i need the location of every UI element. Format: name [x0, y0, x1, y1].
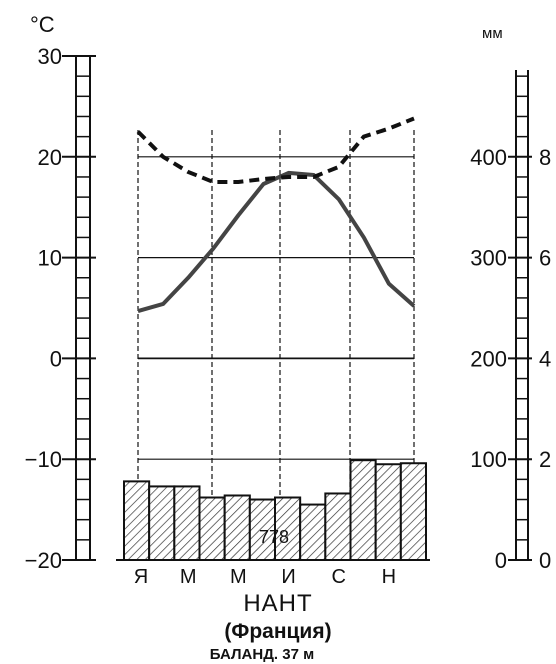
- temp-tick-label: 10: [38, 246, 62, 271]
- precip-tick-label: 0: [495, 548, 507, 573]
- precipitation-bar: [399, 462, 428, 561]
- precipitation-bar: [374, 463, 402, 561]
- extra-tick-label: 8: [539, 145, 551, 170]
- month-label: М: [230, 566, 247, 588]
- month-label: И: [281, 566, 295, 588]
- extra-tick-label: 6: [539, 246, 551, 271]
- precipitation-scale: 400 300 200 100 0 8 6 4 2 0: [470, 70, 551, 573]
- precipitation-bar: [349, 459, 377, 562]
- precip-unit-label: мм: [482, 25, 503, 42]
- month-label: Я: [134, 566, 148, 588]
- precipitation-bar: [223, 494, 251, 562]
- temp-tick-label: 30: [38, 44, 62, 69]
- temp-tick-label: 0: [50, 346, 62, 371]
- station-altitude: БАЛАНД. 37 м: [210, 646, 314, 663]
- precipitation-bar: [173, 485, 201, 561]
- temperature-curve: [137, 170, 416, 313]
- extra-tick-label: 4: [539, 346, 551, 371]
- temp-tick-label: −20: [25, 548, 62, 573]
- curves: [136, 116, 416, 313]
- precipitation-bar: [148, 485, 176, 561]
- precipitation-bar: [324, 492, 352, 561]
- extra-tick-label: 0: [539, 548, 551, 573]
- precip-tick-label: 100: [470, 447, 507, 472]
- precipitation-bar: [198, 496, 226, 561]
- precipitation-bar: [248, 498, 276, 561]
- temperature-scale: 30 20 10 0 −10 −20: [25, 44, 96, 573]
- precipitation-curve: [136, 116, 415, 184]
- precipitation-bar: [299, 503, 327, 561]
- month-label: С: [332, 566, 346, 588]
- precip-tick-label: 200: [470, 346, 507, 371]
- temp-tick-label: −10: [25, 447, 62, 472]
- month-label: М: [180, 566, 197, 588]
- extra-tick-label: 2: [539, 447, 551, 472]
- temp-tick-label: 20: [38, 145, 62, 170]
- month-label: Н: [382, 566, 396, 588]
- station-country: (Франция): [224, 620, 331, 643]
- precip-tick-label: 400: [470, 145, 507, 170]
- temp-unit-label: °С: [30, 12, 55, 37]
- precipitation-bars: [123, 459, 428, 562]
- precip-tick-label: 300: [470, 246, 507, 271]
- precipitation-bar: [274, 496, 302, 561]
- precipitation-bar: [123, 480, 151, 562]
- station-title: НАНТ: [243, 590, 312, 617]
- annual-precipitation-total: 778: [259, 527, 289, 547]
